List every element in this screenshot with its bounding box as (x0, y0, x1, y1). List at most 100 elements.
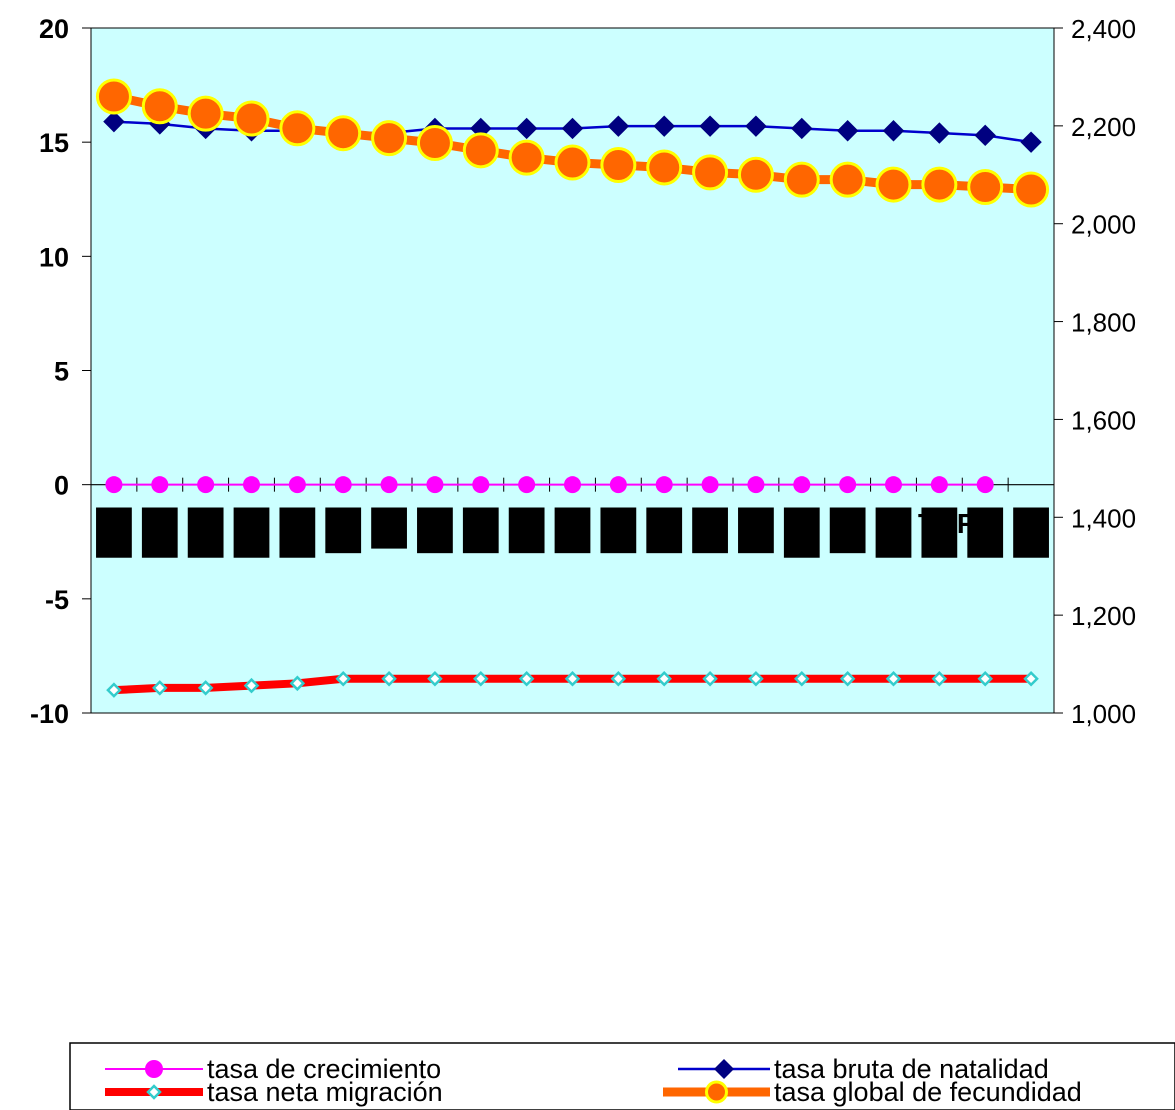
series-2-point-5 (335, 670, 351, 687)
series-0-point-5 (334, 476, 352, 494)
series-layer (95, 78, 1050, 698)
series-3-point-17 (875, 166, 912, 203)
y-left-tick-label-2: 10 (39, 242, 69, 272)
series-0-point-9 (518, 476, 536, 494)
bar-9 (508, 507, 545, 554)
series-1-point-15 (791, 117, 813, 140)
legend-label-1: tasa bruta de natalidad (774, 1054, 1049, 1084)
legend-box (69, 1042, 1175, 1110)
series-1-point-9 (515, 117, 538, 140)
series-3-point-7 (416, 124, 453, 161)
bar-0 (96, 507, 132, 558)
series-0-point-14 (747, 476, 765, 494)
bar-20 (1013, 507, 1049, 558)
series-0-point-2 (197, 476, 215, 494)
series-0-point-1 (151, 476, 169, 494)
bar-10 (554, 507, 591, 554)
series-0-point-19 (976, 476, 994, 494)
y-left-tick-label-1: 15 (39, 128, 69, 158)
legend-marker-2 (146, 1084, 162, 1100)
series-1-point-13 (699, 115, 721, 137)
bar-16 (829, 507, 866, 554)
bar-18 (921, 507, 958, 558)
series-3-point-18 (921, 166, 958, 203)
legend-marker-3 (705, 1080, 728, 1104)
bar-11 (600, 507, 637, 554)
series-2-point-4 (289, 675, 306, 692)
y-right-tick-label-6: 1,200 (1071, 601, 1136, 631)
y-right-tick-label-3: 1,800 (1071, 308, 1136, 338)
series-1-point-17 (882, 120, 905, 142)
series-2-point-14 (748, 670, 764, 687)
y-left-tick-label-0: 20 (39, 14, 69, 44)
series-3-point-19 (967, 169, 1004, 206)
series-2-point-8 (473, 670, 489, 687)
y-right-tick-label-4: 1,600 (1071, 405, 1136, 435)
series-0-point-12 (655, 476, 673, 494)
series-1-point-18 (928, 122, 951, 144)
series-0-point-3 (243, 476, 260, 494)
series-3-point-10 (554, 144, 591, 181)
plot-area (90, 27, 1055, 714)
bar-5 (325, 507, 362, 554)
bar-14 (738, 507, 774, 554)
legend-label-2: tasa neta migración (207, 1077, 443, 1107)
bar-13 (692, 507, 728, 554)
series-0-point-16 (839, 476, 857, 494)
y-right-tick-label-0: 2,400 (1071, 14, 1136, 44)
series-2-point-2 (197, 680, 214, 696)
series-1-point-20 (1020, 131, 1042, 153)
legend-label-0: tasa de crecimiento (207, 1054, 441, 1084)
series-3-point-3 (233, 100, 270, 137)
series-2-point-1 (152, 680, 168, 696)
series-0-point-4 (288, 476, 306, 494)
series-3-point-16 (829, 161, 866, 198)
bar-1 (141, 507, 178, 558)
bar-12 (646, 507, 683, 554)
bar-6 (371, 507, 407, 549)
series-3-point-9 (508, 139, 545, 176)
series-2-point-0 (106, 682, 122, 698)
series-2-point-10 (564, 670, 581, 687)
bar-7 (417, 507, 453, 554)
series-0-point-18 (930, 476, 948, 494)
series-3-point-15 (783, 161, 820, 198)
series-0-point-15 (793, 476, 811, 494)
series-2-point-11 (610, 670, 627, 687)
series-3-point-8 (462, 132, 499, 169)
y-right-tick-label-2: 2,000 (1071, 210, 1136, 240)
series-2-point-17 (885, 670, 902, 687)
series-1-point-10 (561, 117, 584, 140)
series-3-point-12 (646, 149, 683, 186)
series-1-point-11 (607, 115, 630, 137)
series-3-point-14 (737, 156, 774, 193)
bar-2 (187, 507, 224, 558)
series-0-point-6 (380, 476, 398, 494)
series-2-point-6 (381, 670, 397, 687)
series-2-point-18 (931, 670, 948, 687)
series-0-point-8 (472, 476, 490, 494)
series-2-point-20 (1023, 670, 1039, 687)
bars-layer (96, 507, 1049, 558)
series-2-point-13 (702, 670, 718, 687)
y-left-tick-label-5: -5 (45, 585, 69, 615)
series-3-point-2 (187, 95, 224, 132)
series-1-point-16 (836, 120, 859, 142)
y-left-tick-label-6: -10 (30, 699, 69, 729)
annotation-tgf: TGF (918, 508, 974, 539)
series-2-point-19 (977, 670, 993, 687)
series-3-point-6 (371, 120, 408, 157)
y-left-tick-label-3: 5 (54, 357, 69, 387)
y-right-tick-label-5: 1,400 (1071, 503, 1136, 533)
series-1-point-0 (103, 110, 125, 133)
series-1-point-14 (745, 115, 767, 137)
series-3-point-20 (1013, 171, 1050, 208)
series-3-point-11 (600, 147, 637, 183)
series-1-point-19 (974, 124, 996, 147)
bar-8 (462, 507, 499, 554)
series-0-point-0 (105, 476, 123, 494)
series-1-point-12 (653, 115, 675, 137)
y-right-tick-label-7: 1,000 (1071, 699, 1136, 729)
series-2-point-3 (243, 677, 260, 694)
series-2-point-9 (518, 670, 535, 687)
